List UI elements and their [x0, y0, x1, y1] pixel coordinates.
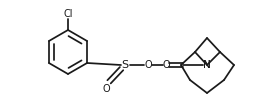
- Text: S: S: [122, 60, 129, 70]
- Text: N: N: [203, 60, 211, 70]
- Text: O: O: [144, 60, 152, 70]
- Text: O: O: [162, 60, 170, 70]
- Text: O: O: [102, 84, 110, 94]
- Text: N: N: [203, 60, 211, 70]
- Text: Cl: Cl: [63, 9, 73, 19]
